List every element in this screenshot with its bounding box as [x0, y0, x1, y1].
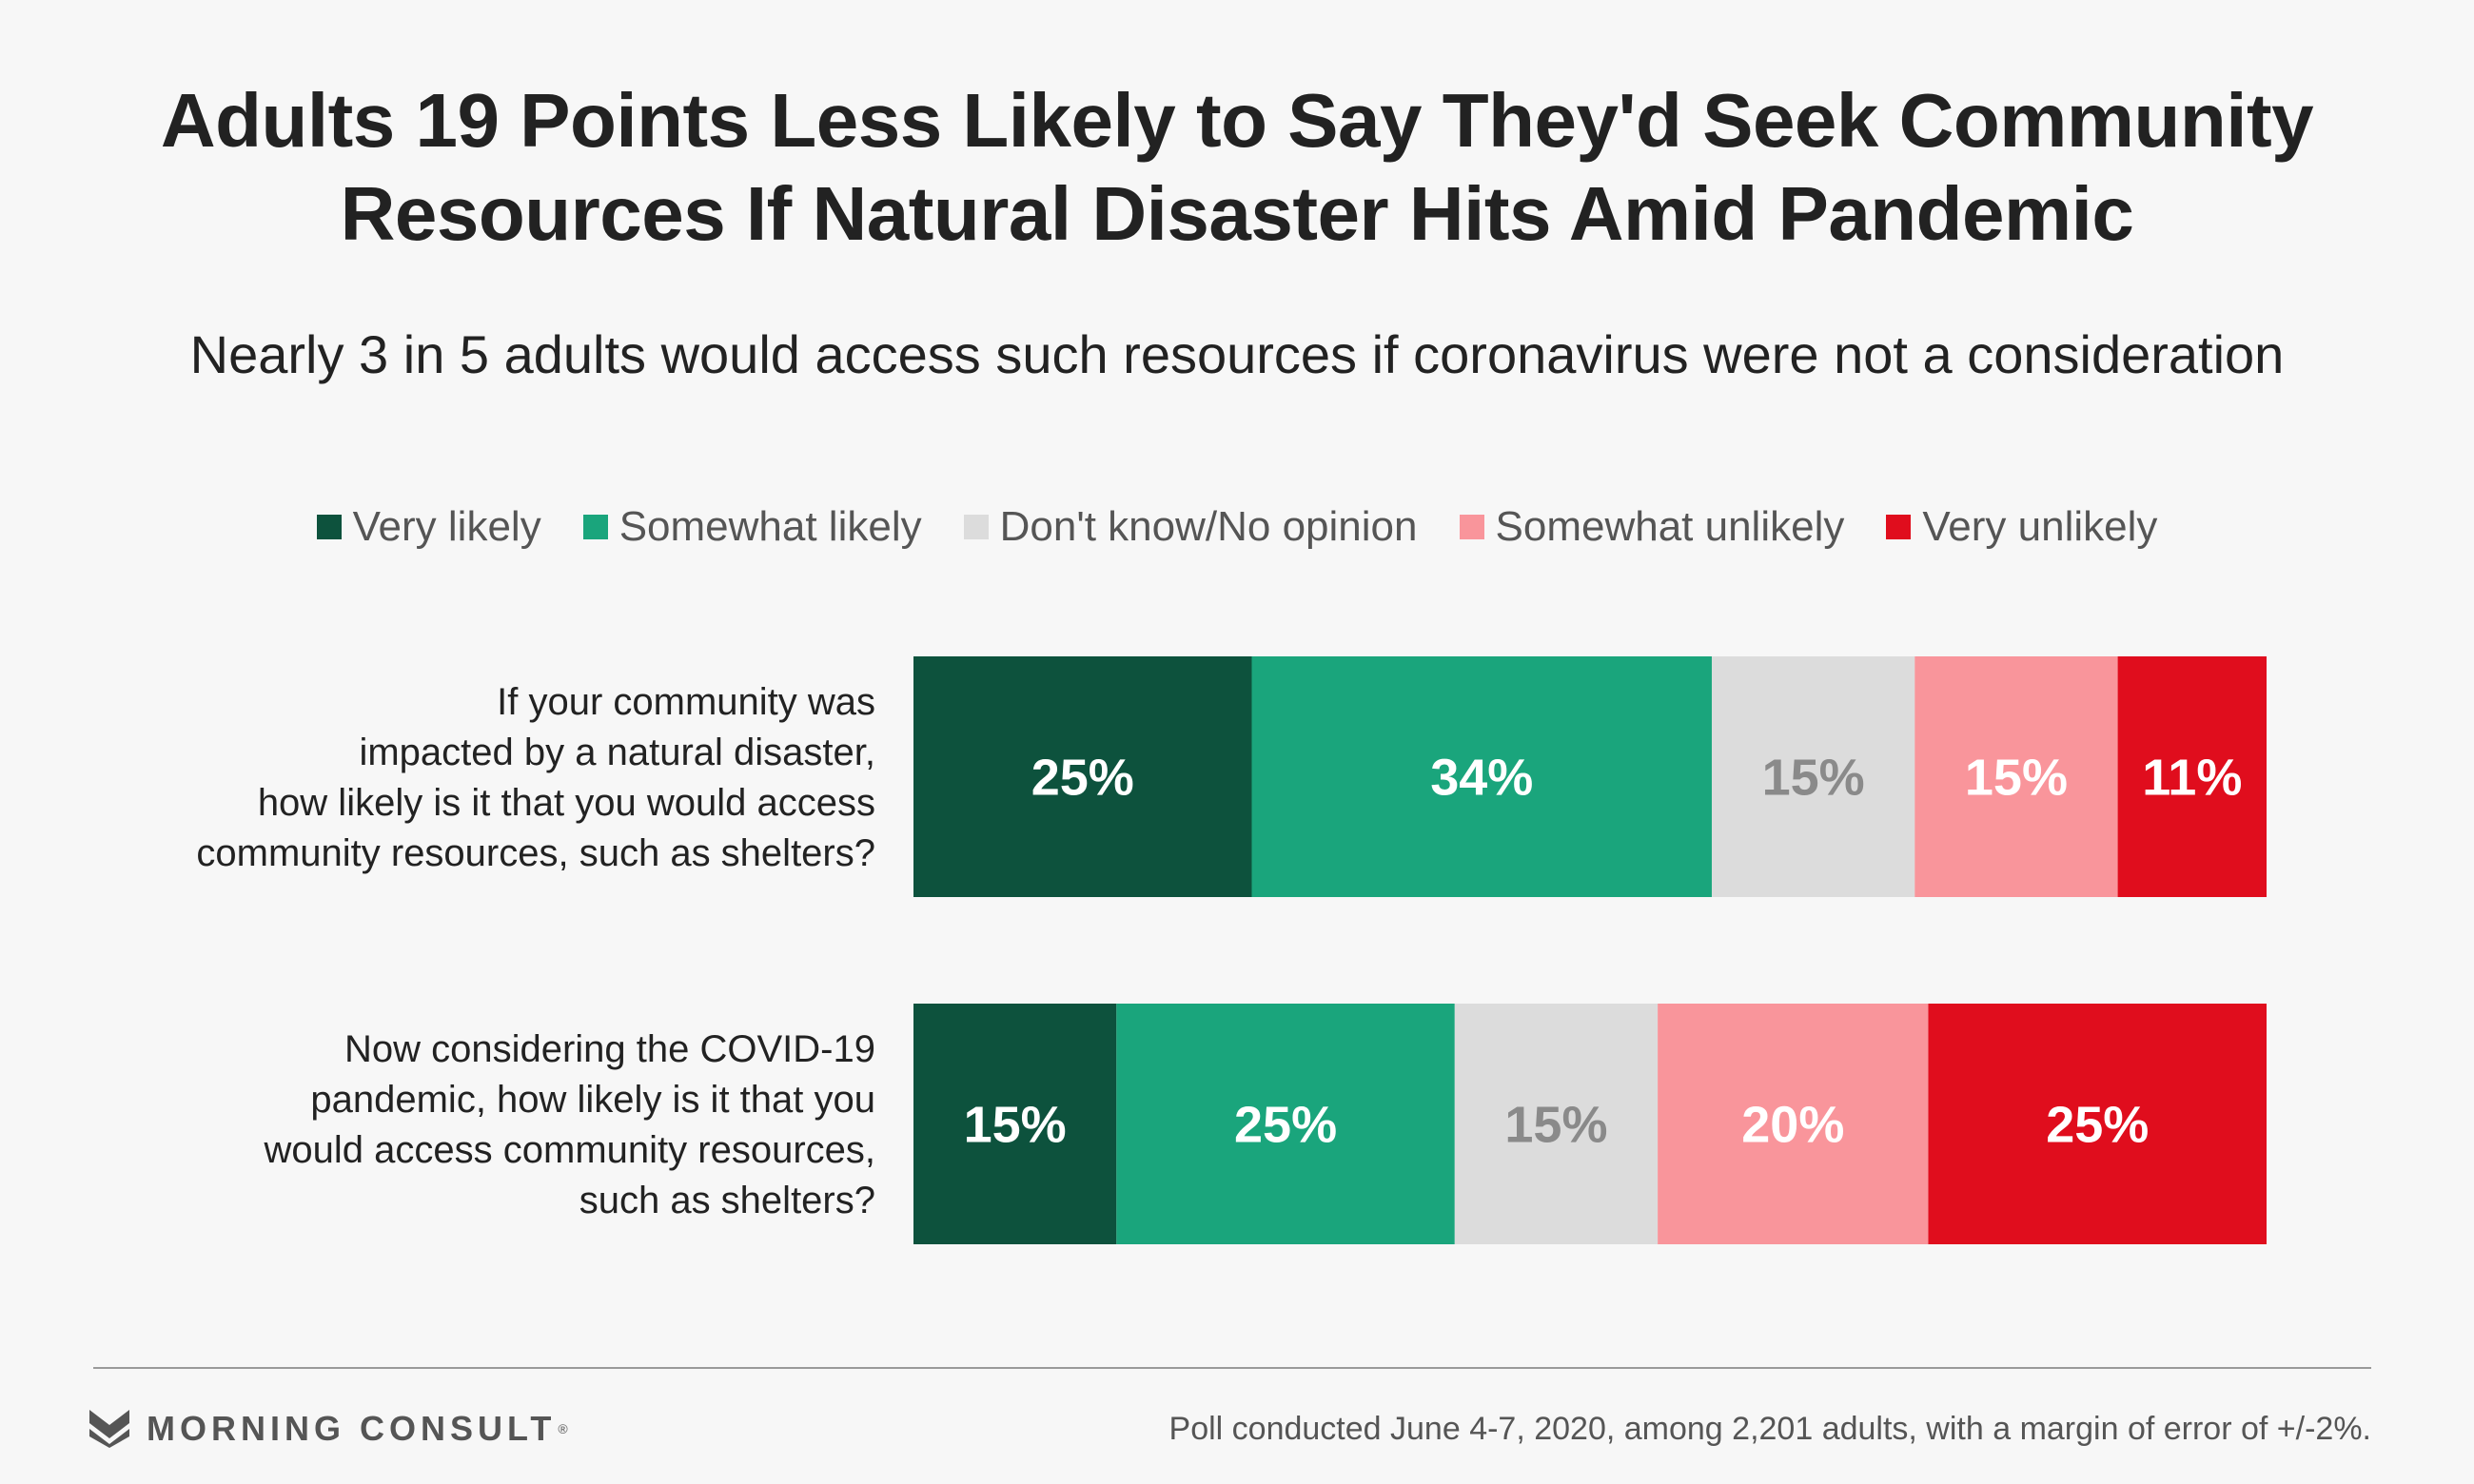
- brand-name-text: MORNING CONSULT: [147, 1409, 557, 1448]
- row-label-natural-disaster: If your community was impacted by a natu…: [76, 677, 875, 879]
- legend-swatch: [963, 515, 989, 539]
- row-label-line: such as shelters?: [579, 1180, 875, 1221]
- bar-segment: [1658, 1004, 1929, 1244]
- row-label-line: pandemic, how likely is it that you: [310, 1079, 875, 1121]
- bar-segment: [1711, 656, 1915, 897]
- bar-value-label: 15%: [964, 1097, 1067, 1154]
- bar-segment: [1454, 1004, 1659, 1244]
- row-label-line: If your community was: [497, 681, 875, 723]
- legend-swatch: [316, 515, 342, 539]
- chart-title-line-1: Adults 19 Points Less Likely to Say They…: [160, 78, 2314, 163]
- source-note: Poll conducted June 4-7, 2020, among 2,2…: [1168, 1411, 2371, 1447]
- legend-label: Somewhat likely: [618, 503, 922, 550]
- bar-value-label: 25%: [2046, 1097, 2149, 1154]
- stacked-bar-chart: 25% 34% 15% 15% 11% 15% 25% 15% 20% 25%: [913, 656, 2267, 1244]
- legend-item: Very likely: [316, 502, 541, 552]
- bar-segment: [1116, 1004, 1455, 1244]
- bar-value-label: 15%: [1504, 1097, 1607, 1154]
- chart-subtitle: Nearly 3 in 5 adults would access such r…: [189, 324, 2285, 384]
- bar-segment: [1251, 656, 1712, 897]
- legend-item: Don't know/No opinion: [963, 502, 1418, 552]
- row-label-line: Now considering the COVID-19: [344, 1028, 875, 1070]
- chart-title-line-2: Resources If Natural Disaster Hits Amid …: [340, 171, 2134, 256]
- bar-segment: [2117, 656, 2267, 897]
- legend-item: Somewhat unlikely: [1459, 502, 1845, 552]
- bar-value-label: 11%: [2142, 750, 2242, 807]
- bar-value-label: 20%: [1741, 1097, 1844, 1154]
- row-label-line: community resources, such as shelters?: [196, 832, 875, 874]
- legend-label: Very likely: [352, 503, 541, 550]
- bar-value-label: 25%: [1031, 750, 1134, 807]
- row-label-line: how likely is it that you would access: [257, 782, 875, 824]
- morning-consult-m-logo-icon: [89, 1410, 129, 1448]
- legend-label: Don't know/No opinion: [999, 503, 1418, 550]
- bar-segment: [1928, 1004, 2267, 1244]
- bar-value-label: 15%: [1762, 750, 1865, 807]
- legend-label: Very unlikely: [1922, 503, 2158, 550]
- chart-title: Adults 19 Points Less Likely to Say They…: [0, 74, 2474, 261]
- row-label-line: impacted by a natural disaster,: [359, 732, 875, 773]
- legend-item: Somewhat likely: [582, 502, 922, 552]
- bar-segment: [913, 1004, 1117, 1244]
- legend-swatch: [1459, 515, 1484, 539]
- bar-value-label: 25%: [1234, 1097, 1337, 1154]
- bar-value-label: 15%: [1965, 750, 2068, 807]
- row-label-covid-19: Now considering the COVID-19 pandemic, h…: [76, 1025, 875, 1226]
- row-label-line: would access community resources,: [264, 1129, 875, 1171]
- legend-swatch: [1886, 515, 1912, 539]
- bar-segment: [1914, 656, 2118, 897]
- chart-legend: Very likely Somewhat likely Don't know/No …: [0, 502, 2474, 552]
- registered-mark: ®: [558, 1421, 568, 1436]
- legend-item: Very unlikely: [1886, 502, 2157, 552]
- footer-divider: [93, 1367, 2371, 1369]
- brand-logo: MORNING CONSULT ®: [89, 1408, 568, 1450]
- bar-segment: [913, 656, 1252, 897]
- bar-value-label: 34%: [1430, 750, 1533, 807]
- brand-name: MORNING CONSULT ®: [147, 1408, 568, 1450]
- legend-label: Somewhat unlikely: [1495, 503, 1845, 550]
- legend-swatch: [582, 515, 608, 539]
